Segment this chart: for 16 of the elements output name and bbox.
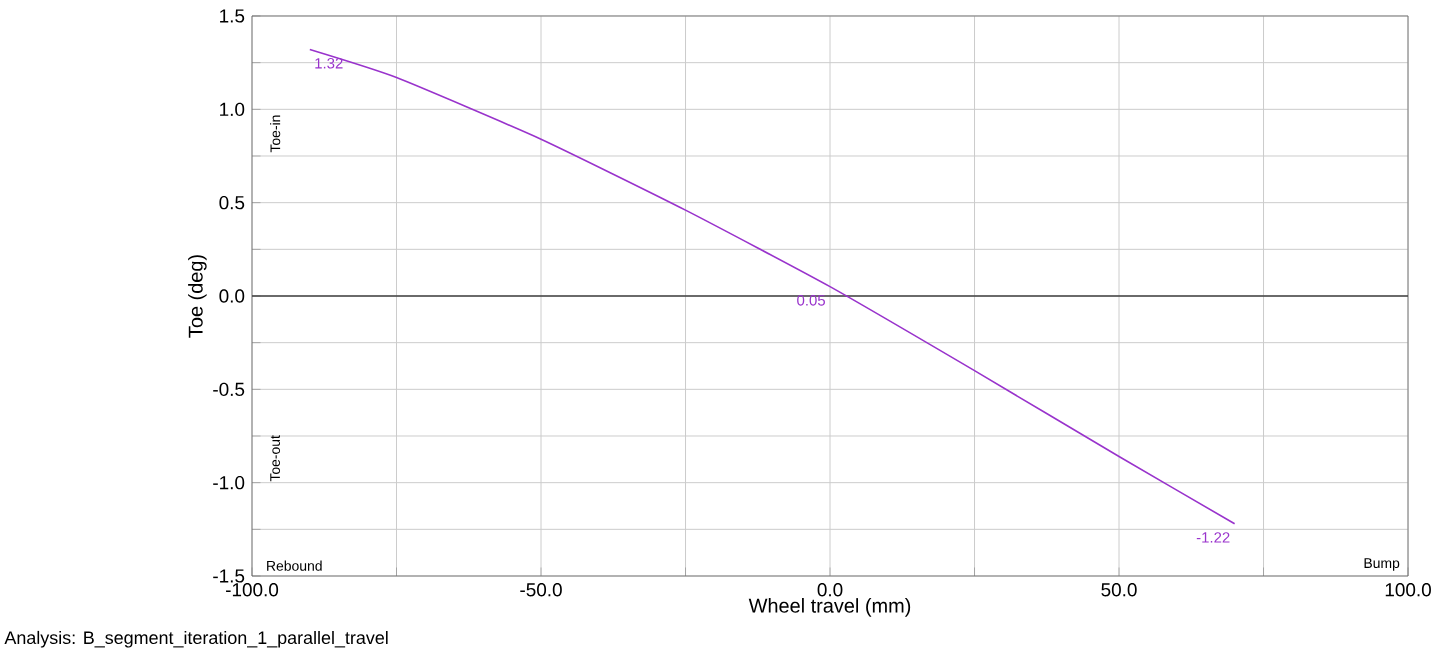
x-tick-label: 100.0 [1385, 583, 1431, 597]
x-tick-label: 50.0 [1101, 583, 1137, 597]
y-tick-label: 1.0 [220, 102, 245, 117]
y-tick-label: 1.5 [220, 9, 245, 23]
y-tick-label: 0.0 [219, 289, 245, 303]
line-series [309, 48, 1236, 525]
y-tick-label: 0.5 [219, 195, 245, 210]
y-tick-label: -1.0 [213, 475, 245, 490]
y-axis-title: Toe (deg) [188, 255, 207, 338]
y-tick-label: -0.5 [213, 382, 245, 397]
x-axis-title: Wheel travel (mm) [748, 598, 911, 617]
text: Analysis: B_segment_iteration_1_parallel_travel [4, 630, 388, 648]
x-tick-label: 0.0 [817, 583, 843, 597]
y-tick-label: -1.5 [213, 569, 245, 583]
x-tick-label: -100.0 [226, 583, 279, 597]
x-tick-label: -50.0 [520, 583, 562, 597]
